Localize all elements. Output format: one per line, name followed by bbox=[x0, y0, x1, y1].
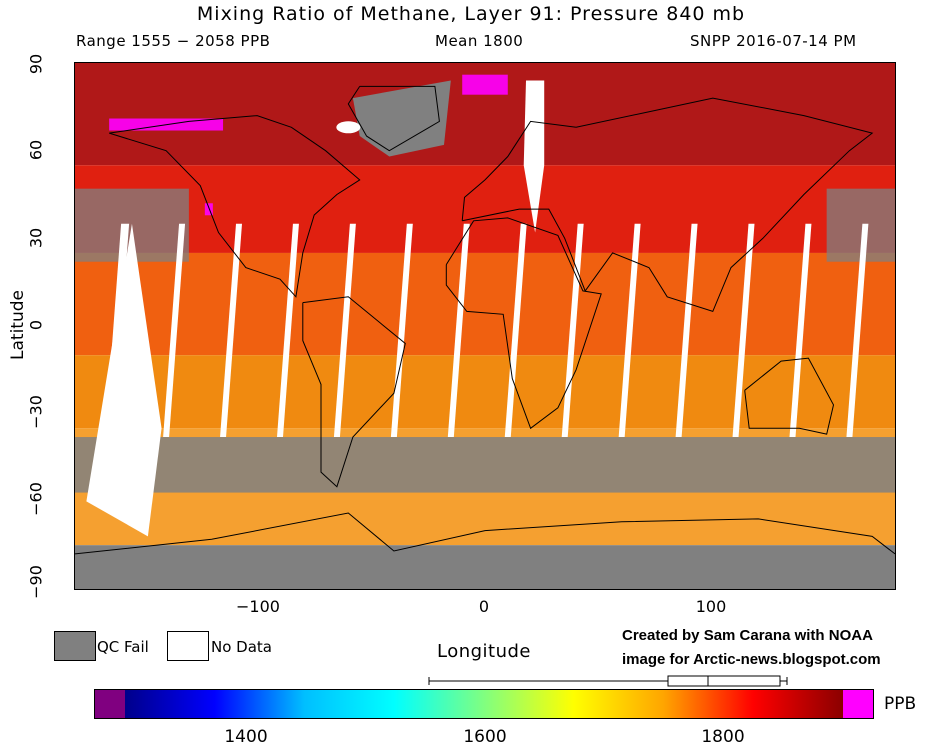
orbit-gap-pacific bbox=[86, 223, 162, 537]
coast-australia bbox=[744, 357, 835, 435]
colorbar bbox=[94, 689, 874, 719]
magenta-patch-arctic bbox=[462, 74, 508, 95]
orbit-gap-10 bbox=[675, 223, 698, 438]
y-tick-30: 30 bbox=[26, 227, 46, 249]
y-tick-90: 90 bbox=[26, 53, 46, 75]
y-tick-0: 0 bbox=[26, 319, 46, 331]
qc-fail-greenland bbox=[352, 80, 451, 157]
coast-eurasia bbox=[461, 97, 874, 313]
coast-antarctica bbox=[75, 512, 895, 555]
orbit-gap-9 bbox=[618, 223, 641, 438]
y-tick-m30: −30 bbox=[26, 395, 46, 429]
colorbar-gradient bbox=[95, 690, 873, 718]
orbit-gap-8 bbox=[561, 223, 584, 438]
qc-fail-swatch bbox=[54, 631, 96, 661]
orbit-gap-13 bbox=[846, 223, 869, 438]
x-tick-0: 0 bbox=[478, 597, 490, 616]
orbit-gap-7 bbox=[504, 223, 527, 438]
coast-south-america bbox=[302, 296, 406, 488]
qc-fail-antarctica bbox=[75, 548, 895, 589]
band-north-mid bbox=[75, 165, 895, 253]
y-tick-m90: −90 bbox=[26, 565, 46, 599]
coast-africa bbox=[445, 217, 602, 430]
y-axis-title: Latitude bbox=[8, 290, 28, 360]
no-data-patch-baffin bbox=[336, 121, 361, 134]
qc-fail-southern-ocean bbox=[75, 437, 895, 493]
range-label: Range 1555 − 2058 PPB bbox=[76, 32, 271, 50]
y-tick-m60: −60 bbox=[26, 482, 46, 516]
colorbar-tick-1800: 1800 bbox=[701, 727, 745, 747]
orbit-gap-4 bbox=[333, 223, 356, 438]
x-tick-m100: −100 bbox=[236, 597, 280, 616]
methane-map bbox=[74, 62, 896, 590]
orbit-gap-11 bbox=[732, 223, 755, 438]
colorbar-underflow bbox=[95, 690, 125, 718]
band-south-mid bbox=[75, 355, 895, 429]
orbit-gap-1 bbox=[163, 223, 186, 438]
colorbar-tick-1600: 1600 bbox=[463, 727, 507, 747]
scale-bar-icon bbox=[428, 675, 788, 687]
map-canvas bbox=[75, 63, 895, 589]
no-data-label: No Data bbox=[211, 638, 272, 656]
colorbar-scale bbox=[125, 690, 843, 718]
mean-label: Mean 1800 bbox=[435, 32, 524, 50]
coast-greenland bbox=[347, 85, 440, 152]
coast-north-america bbox=[109, 115, 361, 298]
credit-line-1: Created by Sam Carana with NOAA bbox=[622, 627, 873, 644]
orbit-gap-12 bbox=[789, 223, 812, 438]
x-axis-title: Longitude bbox=[436, 641, 532, 662]
chart-title: Mixing Ratio of Methane, Layer 91: Press… bbox=[196, 3, 746, 25]
qc-fail-label: QC Fail bbox=[97, 638, 149, 656]
magenta-patch-westcoast bbox=[204, 203, 213, 216]
orbit-gap-6 bbox=[447, 223, 470, 438]
orbit-gap-europe bbox=[523, 80, 545, 233]
no-data-swatch bbox=[167, 631, 209, 661]
colorbar-tick-1400: 1400 bbox=[224, 727, 268, 747]
colorbar-units: PPB bbox=[884, 694, 917, 714]
y-tick-60: 60 bbox=[26, 139, 46, 161]
band-tropics bbox=[75, 252, 895, 356]
x-tick-100: 100 bbox=[695, 597, 727, 616]
orbit-gap-3 bbox=[277, 223, 299, 438]
satellite-date-label: SNPP 2016-07-14 PM bbox=[690, 32, 857, 50]
orbit-gap-2 bbox=[220, 223, 242, 438]
colorbar-overflow bbox=[843, 690, 873, 718]
credit-line-2: image for Arctic-news.blogspot.com bbox=[622, 651, 881, 668]
